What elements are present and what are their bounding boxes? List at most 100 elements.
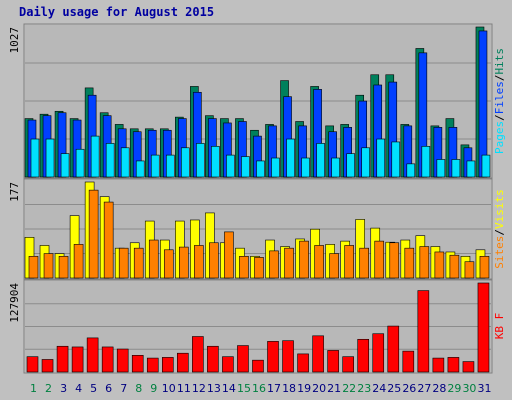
x-tick-label-day-3: 3 bbox=[60, 382, 67, 395]
bar-kb-f-day-13 bbox=[207, 345, 219, 373]
x-tick-label-day-14: 14 bbox=[222, 382, 236, 395]
bar-pages-day-23 bbox=[361, 147, 371, 178]
x-tick-label-day-6: 6 bbox=[105, 382, 112, 395]
bar-sites-day-23 bbox=[359, 247, 370, 279]
x-tick-label-day-7: 7 bbox=[120, 382, 127, 395]
bar-kb-f-day-14 bbox=[222, 356, 234, 373]
bar-sites-day-13 bbox=[209, 242, 219, 279]
x-tick-label-day-8: 8 bbox=[135, 382, 142, 395]
panel-1-border bbox=[23, 23, 493, 179]
bar-sites-day-11 bbox=[179, 246, 189, 279]
bar-kb-f-day-1 bbox=[26, 356, 39, 373]
x-tick-label-day-16: 16 bbox=[252, 382, 266, 395]
bar-sites-day-5 bbox=[88, 189, 99, 279]
x-tick-label-day-31: 31 bbox=[477, 382, 491, 395]
bar-kb-f-day-24 bbox=[372, 333, 385, 373]
legend-item-files: Files bbox=[493, 81, 506, 114]
bar-sites-day-4 bbox=[73, 244, 84, 279]
x-tick-label-day-24: 24 bbox=[372, 382, 386, 395]
bar-sites-day-26 bbox=[404, 247, 415, 279]
x-tick-label-day-15: 15 bbox=[237, 382, 251, 395]
legend-separator: / bbox=[493, 114, 506, 121]
bar-kb-f-day-27 bbox=[417, 290, 430, 373]
x-tick-label-day-29: 29 bbox=[447, 382, 461, 395]
x-tick-label-day-1: 1 bbox=[30, 382, 37, 395]
x-tick-label-day-11: 11 bbox=[177, 382, 191, 395]
bar-sites-day-19 bbox=[299, 240, 309, 279]
bar-pages-day-4 bbox=[75, 148, 85, 178]
bar-kb-f-day-10 bbox=[161, 357, 174, 373]
bar-pages-day-9 bbox=[150, 154, 160, 178]
bar-kb-f-day-5 bbox=[86, 337, 99, 373]
bar-kb-f-day-6 bbox=[101, 346, 114, 373]
bar-kb-f-day-20 bbox=[312, 335, 324, 373]
bar-pages-day-18 bbox=[286, 138, 295, 178]
bar-pages-day-7 bbox=[120, 147, 130, 178]
bar-sites-day-31 bbox=[479, 256, 490, 279]
bar-sites-day-25 bbox=[389, 242, 400, 279]
bar-kb-f-day-28 bbox=[432, 357, 445, 373]
legend-item-sites: Sites bbox=[493, 236, 506, 269]
bar-pages-day-5 bbox=[90, 135, 100, 178]
bar-sites-day-24 bbox=[374, 240, 385, 279]
bar-kb-f-day-3 bbox=[56, 345, 69, 373]
bar-kb-f-day-19 bbox=[297, 353, 309, 373]
legend-item-visits: Visits bbox=[493, 189, 506, 229]
bar-pages-day-14 bbox=[226, 154, 235, 178]
x-tick-label-day-22: 22 bbox=[342, 382, 356, 395]
bar-pages-day-20 bbox=[316, 143, 325, 178]
bar-kb-f-day-31 bbox=[477, 282, 490, 373]
bar-sites-day-7 bbox=[118, 247, 129, 279]
legend-panel-3: KB F bbox=[493, 313, 506, 340]
bar-pages-day-17 bbox=[271, 157, 280, 178]
x-tick-label-day-13: 13 bbox=[207, 382, 221, 395]
bar-sites-day-9 bbox=[148, 239, 159, 279]
legend-separator: / bbox=[493, 75, 506, 82]
bar-pages-day-12 bbox=[196, 143, 205, 178]
bar-pages-day-6 bbox=[105, 143, 115, 178]
bar-kb-f-day-26 bbox=[402, 350, 415, 373]
y-axis-max-label: 127904 bbox=[8, 283, 21, 323]
legend-panel-2: Sites/Visits bbox=[493, 189, 506, 269]
bar-pages-day-15 bbox=[241, 156, 250, 178]
x-tick-label-day-30: 30 bbox=[462, 382, 476, 395]
bar-pages-day-26 bbox=[406, 163, 416, 178]
x-tick-label-day-26: 26 bbox=[402, 382, 416, 395]
bar-sites-day-22 bbox=[344, 245, 354, 279]
bar-pages-day-2 bbox=[45, 138, 55, 178]
bar-kb-f-day-4 bbox=[71, 346, 84, 373]
bar-sites-day-16 bbox=[254, 257, 264, 279]
bar-sites-day-3 bbox=[58, 256, 69, 279]
bar-sites-day-10 bbox=[163, 249, 174, 279]
bar-kb-f-day-12 bbox=[192, 336, 204, 373]
bar-pages-day-21 bbox=[331, 157, 340, 178]
bar-sites-day-29 bbox=[449, 254, 460, 279]
bar-sites-day-1 bbox=[28, 256, 39, 279]
x-tick-label-day-19: 19 bbox=[297, 382, 311, 395]
bar-kb-f-day-30 bbox=[462, 361, 475, 373]
bar-kb-f-day-22 bbox=[342, 356, 354, 373]
bar-sites-day-14 bbox=[224, 231, 234, 279]
x-tick-label-day-2: 2 bbox=[45, 382, 52, 395]
legend-item-pages: Pages bbox=[493, 121, 506, 154]
x-tick-label-day-5: 5 bbox=[90, 382, 97, 395]
bar-kb-f-day-18 bbox=[282, 340, 294, 373]
bar-pages-day-29 bbox=[451, 159, 461, 178]
bar-pages-day-1 bbox=[30, 138, 40, 178]
bar-pages-day-30 bbox=[466, 160, 476, 178]
bar-pages-day-19 bbox=[301, 157, 310, 178]
bar-sites-day-12 bbox=[194, 245, 204, 279]
bar-pages-day-8 bbox=[135, 160, 145, 178]
chart-title: Daily usage for August 2015 bbox=[19, 5, 215, 19]
bar-pages-day-31 bbox=[481, 154, 491, 178]
legend-separator: / bbox=[493, 229, 506, 236]
bar-sites-day-6 bbox=[103, 201, 114, 279]
y-axis-max-label: 1027 bbox=[8, 27, 21, 54]
bar-sites-day-18 bbox=[284, 247, 294, 279]
x-tick-label-day-18: 18 bbox=[282, 382, 296, 395]
bar-kb-f-day-21 bbox=[327, 350, 339, 373]
bar-kb-f-day-2 bbox=[41, 359, 54, 373]
legend-item-f: F bbox=[493, 313, 506, 320]
